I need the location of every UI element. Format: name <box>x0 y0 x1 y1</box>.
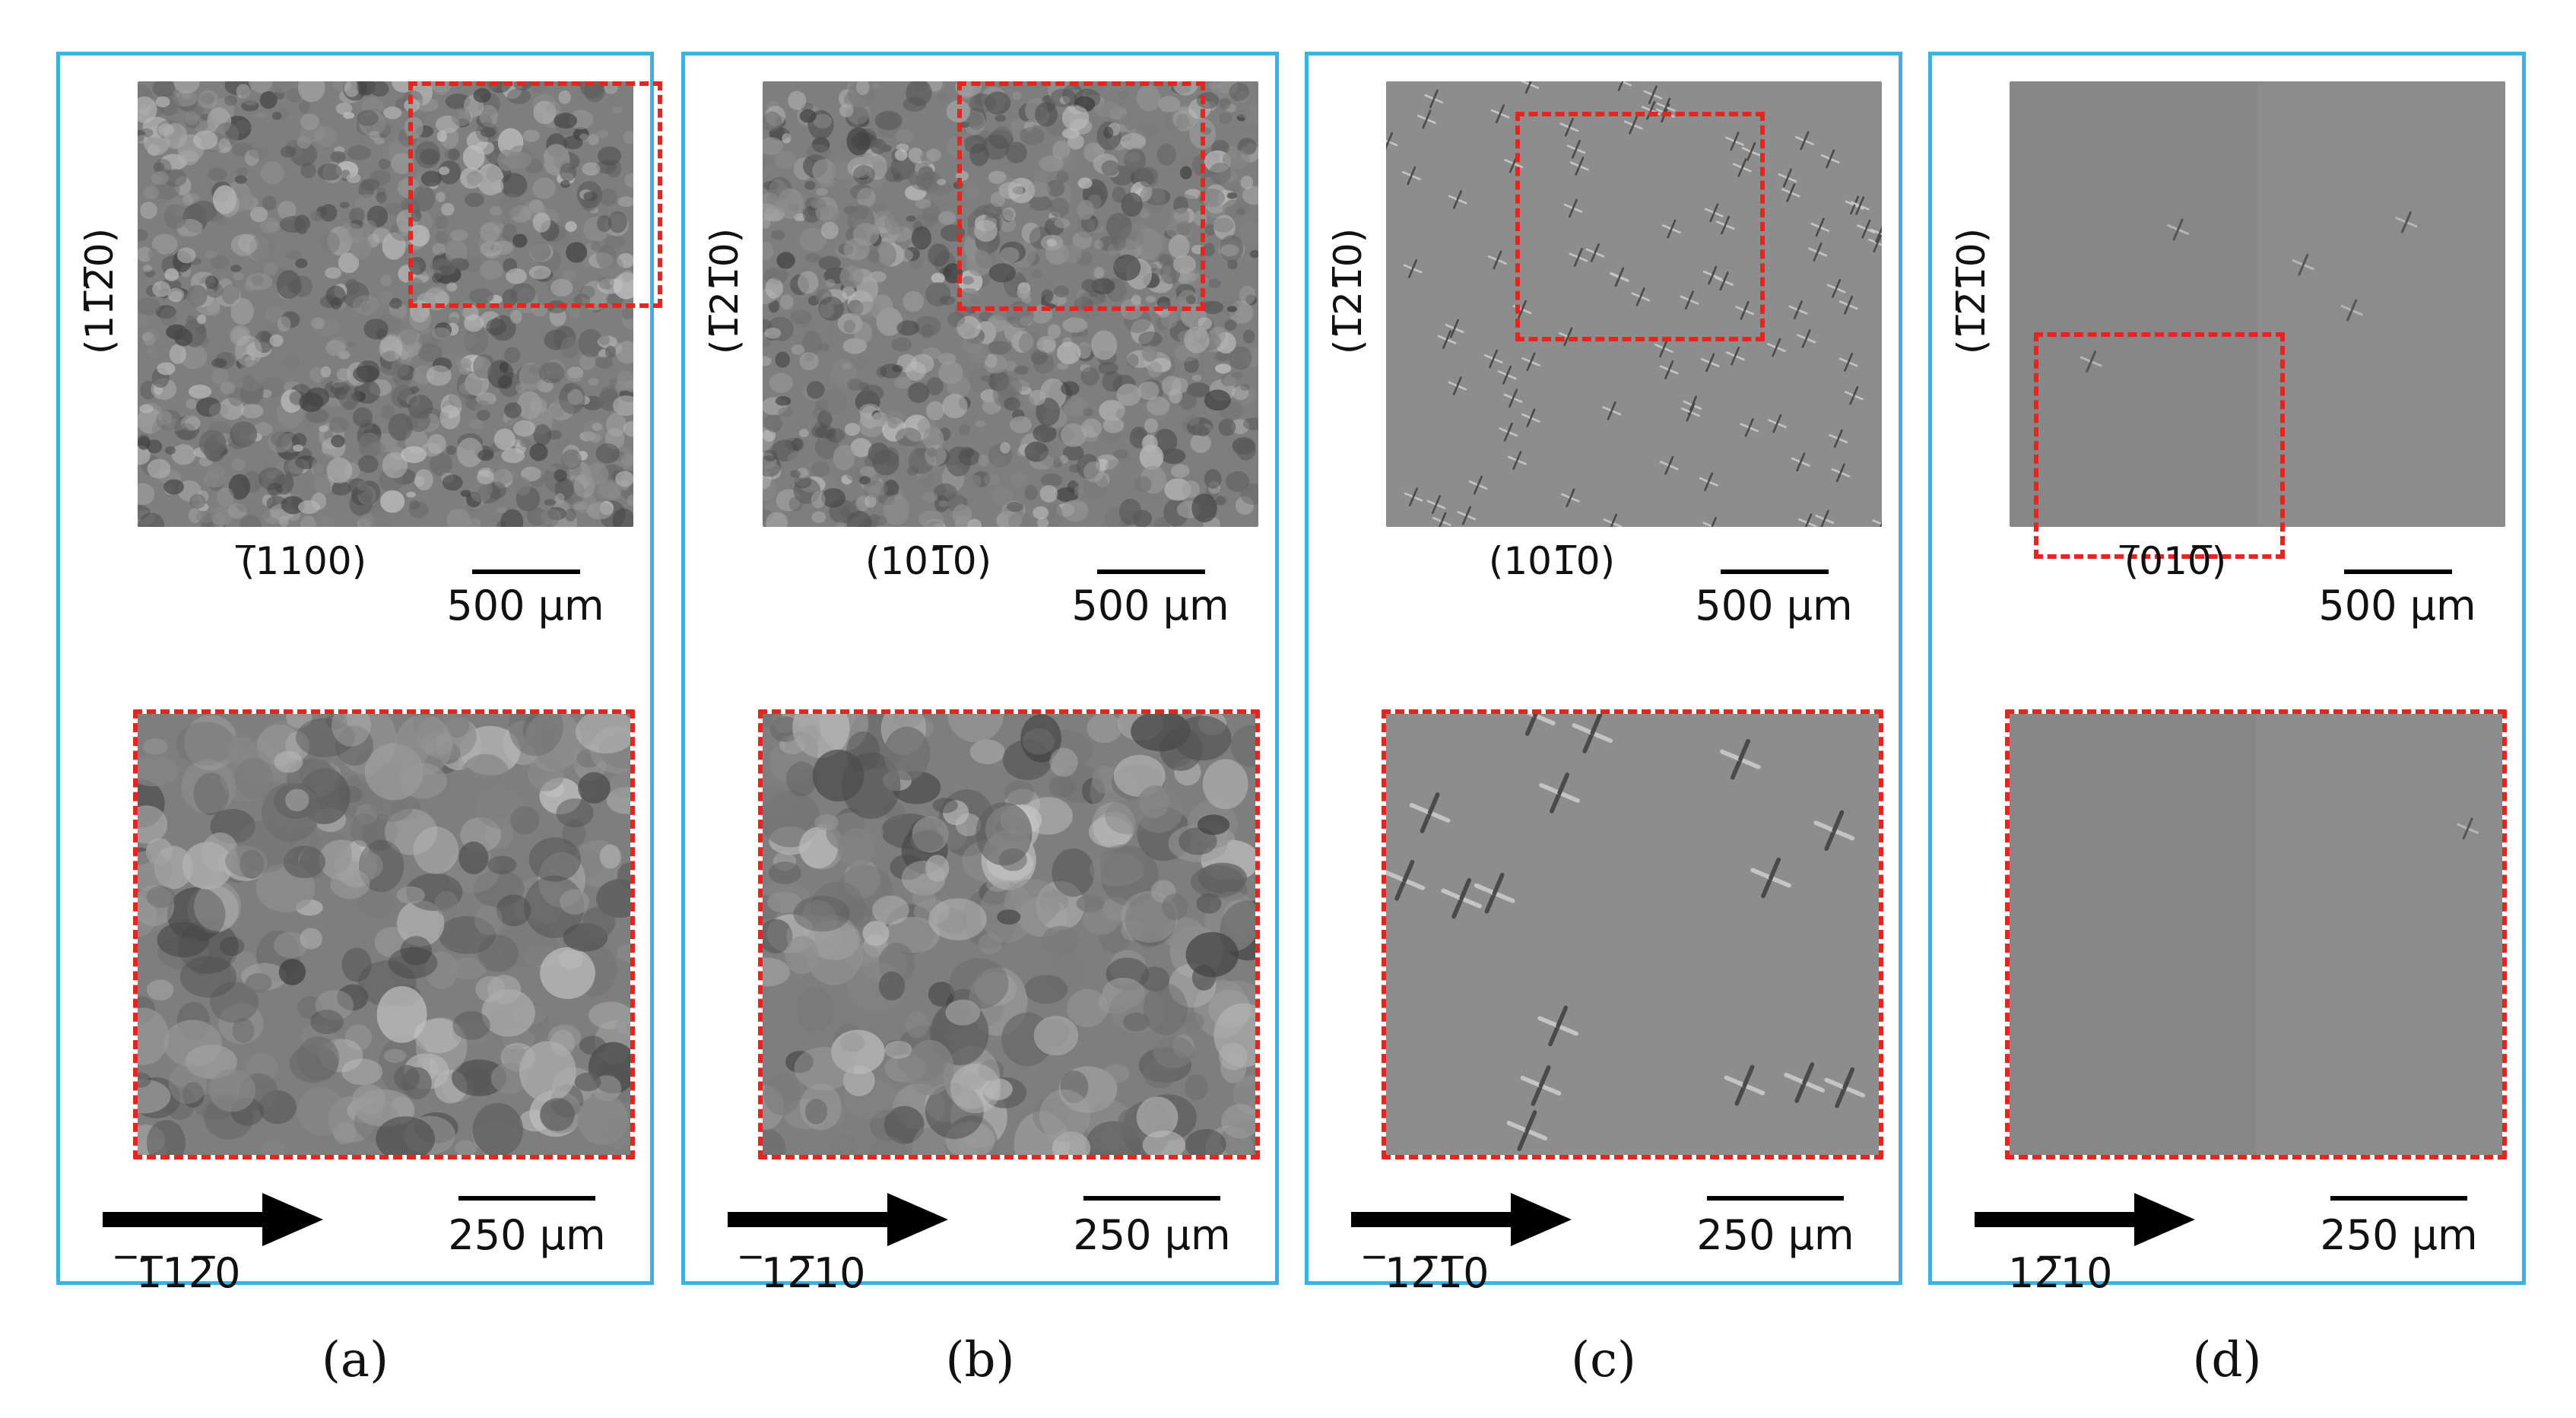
panel-caption: (b) <box>945 1332 1015 1388</box>
direction-label: 12̅10 <box>2008 1249 2113 1297</box>
scale-bar-bottom <box>458 1196 595 1201</box>
scale-bar-bottom <box>2330 1196 2467 1201</box>
scale-bar-top-label: 500 µm <box>446 582 604 630</box>
y-axis-orientation-label: (1̅21̅0) <box>703 227 747 355</box>
sem-image-zoomed <box>2005 709 2507 1159</box>
roi-box <box>957 81 1205 311</box>
scale-bar-bottom <box>1707 1196 1844 1201</box>
sem-image-overview <box>763 81 1258 527</box>
y-axis-orientation-label: (11̅2̅0) <box>78 227 122 355</box>
direction-label: ̅12̅1̅0 <box>1385 1249 1489 1297</box>
scale-bar-bottom <box>1083 1196 1220 1201</box>
scale-bar-top <box>1097 569 1205 574</box>
scale-bar-top-label: 500 µm <box>2318 582 2476 630</box>
scale-bar-bottom-label: 250 µm <box>2320 1211 2478 1259</box>
scale-bar-top-label: 500 µm <box>1695 582 1853 630</box>
sem-image-overview <box>2010 81 2505 527</box>
roi-box <box>1515 112 1765 341</box>
roi-box <box>408 81 662 308</box>
scale-bar-bottom-label: 250 µm <box>1696 1211 1854 1259</box>
panel-b: (1̅21̅0) (101̅0) 500 µm̅12̅10 250 µm <box>681 52 1279 1297</box>
panel-a: (11̅2̅0) (̅1100) 500 µm̅1̅12̅0 250 µm <box>56 52 662 1297</box>
panel-caption: (c) <box>1571 1332 1636 1388</box>
y-axis-orientation-label: (1̅2̅1̅0) <box>1949 227 1994 355</box>
direction-arrow <box>728 1193 948 1246</box>
scale-bar-bottom-label: 250 µm <box>1073 1211 1231 1259</box>
sem-image-zoomed <box>758 709 1260 1159</box>
sem-image-zoomed <box>133 709 635 1159</box>
scale-bar-top <box>472 569 580 574</box>
scale-bar-top-label: 500 µm <box>1071 582 1229 630</box>
x-axis-orientation-label: (101̅0) <box>864 539 992 583</box>
panel-d: (1̅2̅1̅0) (̅010̅) 500 µm 12̅10 250 µm <box>1928 52 2526 1297</box>
scale-bar-bottom-label: 250 µm <box>448 1211 606 1259</box>
x-axis-orientation-label: (̅1100) <box>240 539 367 583</box>
sem-image-overview <box>138 81 633 527</box>
sem-image-overview <box>1386 81 1882 527</box>
direction-arrow <box>103 1193 323 1246</box>
x-axis-orientation-label: (̅010̅) <box>2124 539 2227 583</box>
x-axis-orientation-label: (101̅0) <box>1488 539 1616 583</box>
direction-arrow <box>1975 1193 2195 1246</box>
y-axis-orientation-label: (1̅21̅0) <box>1326 227 1370 355</box>
scale-bar-top <box>1721 569 1829 574</box>
panel-caption: (a) <box>321 1332 389 1388</box>
panel-c: (1̅21̅0) (101̅0) 500 µm̅12̅1̅0 250 µm <box>1305 52 1902 1297</box>
direction-label: ̅1̅12̅0 <box>136 1249 241 1297</box>
roi-box <box>2034 332 2285 559</box>
direction-arrow <box>1351 1193 1572 1246</box>
scale-bar-top <box>2344 569 2452 574</box>
sem-image-zoomed <box>1382 709 1883 1159</box>
panel-caption: (d) <box>2192 1332 2262 1388</box>
direction-label: ̅12̅10 <box>761 1249 866 1297</box>
